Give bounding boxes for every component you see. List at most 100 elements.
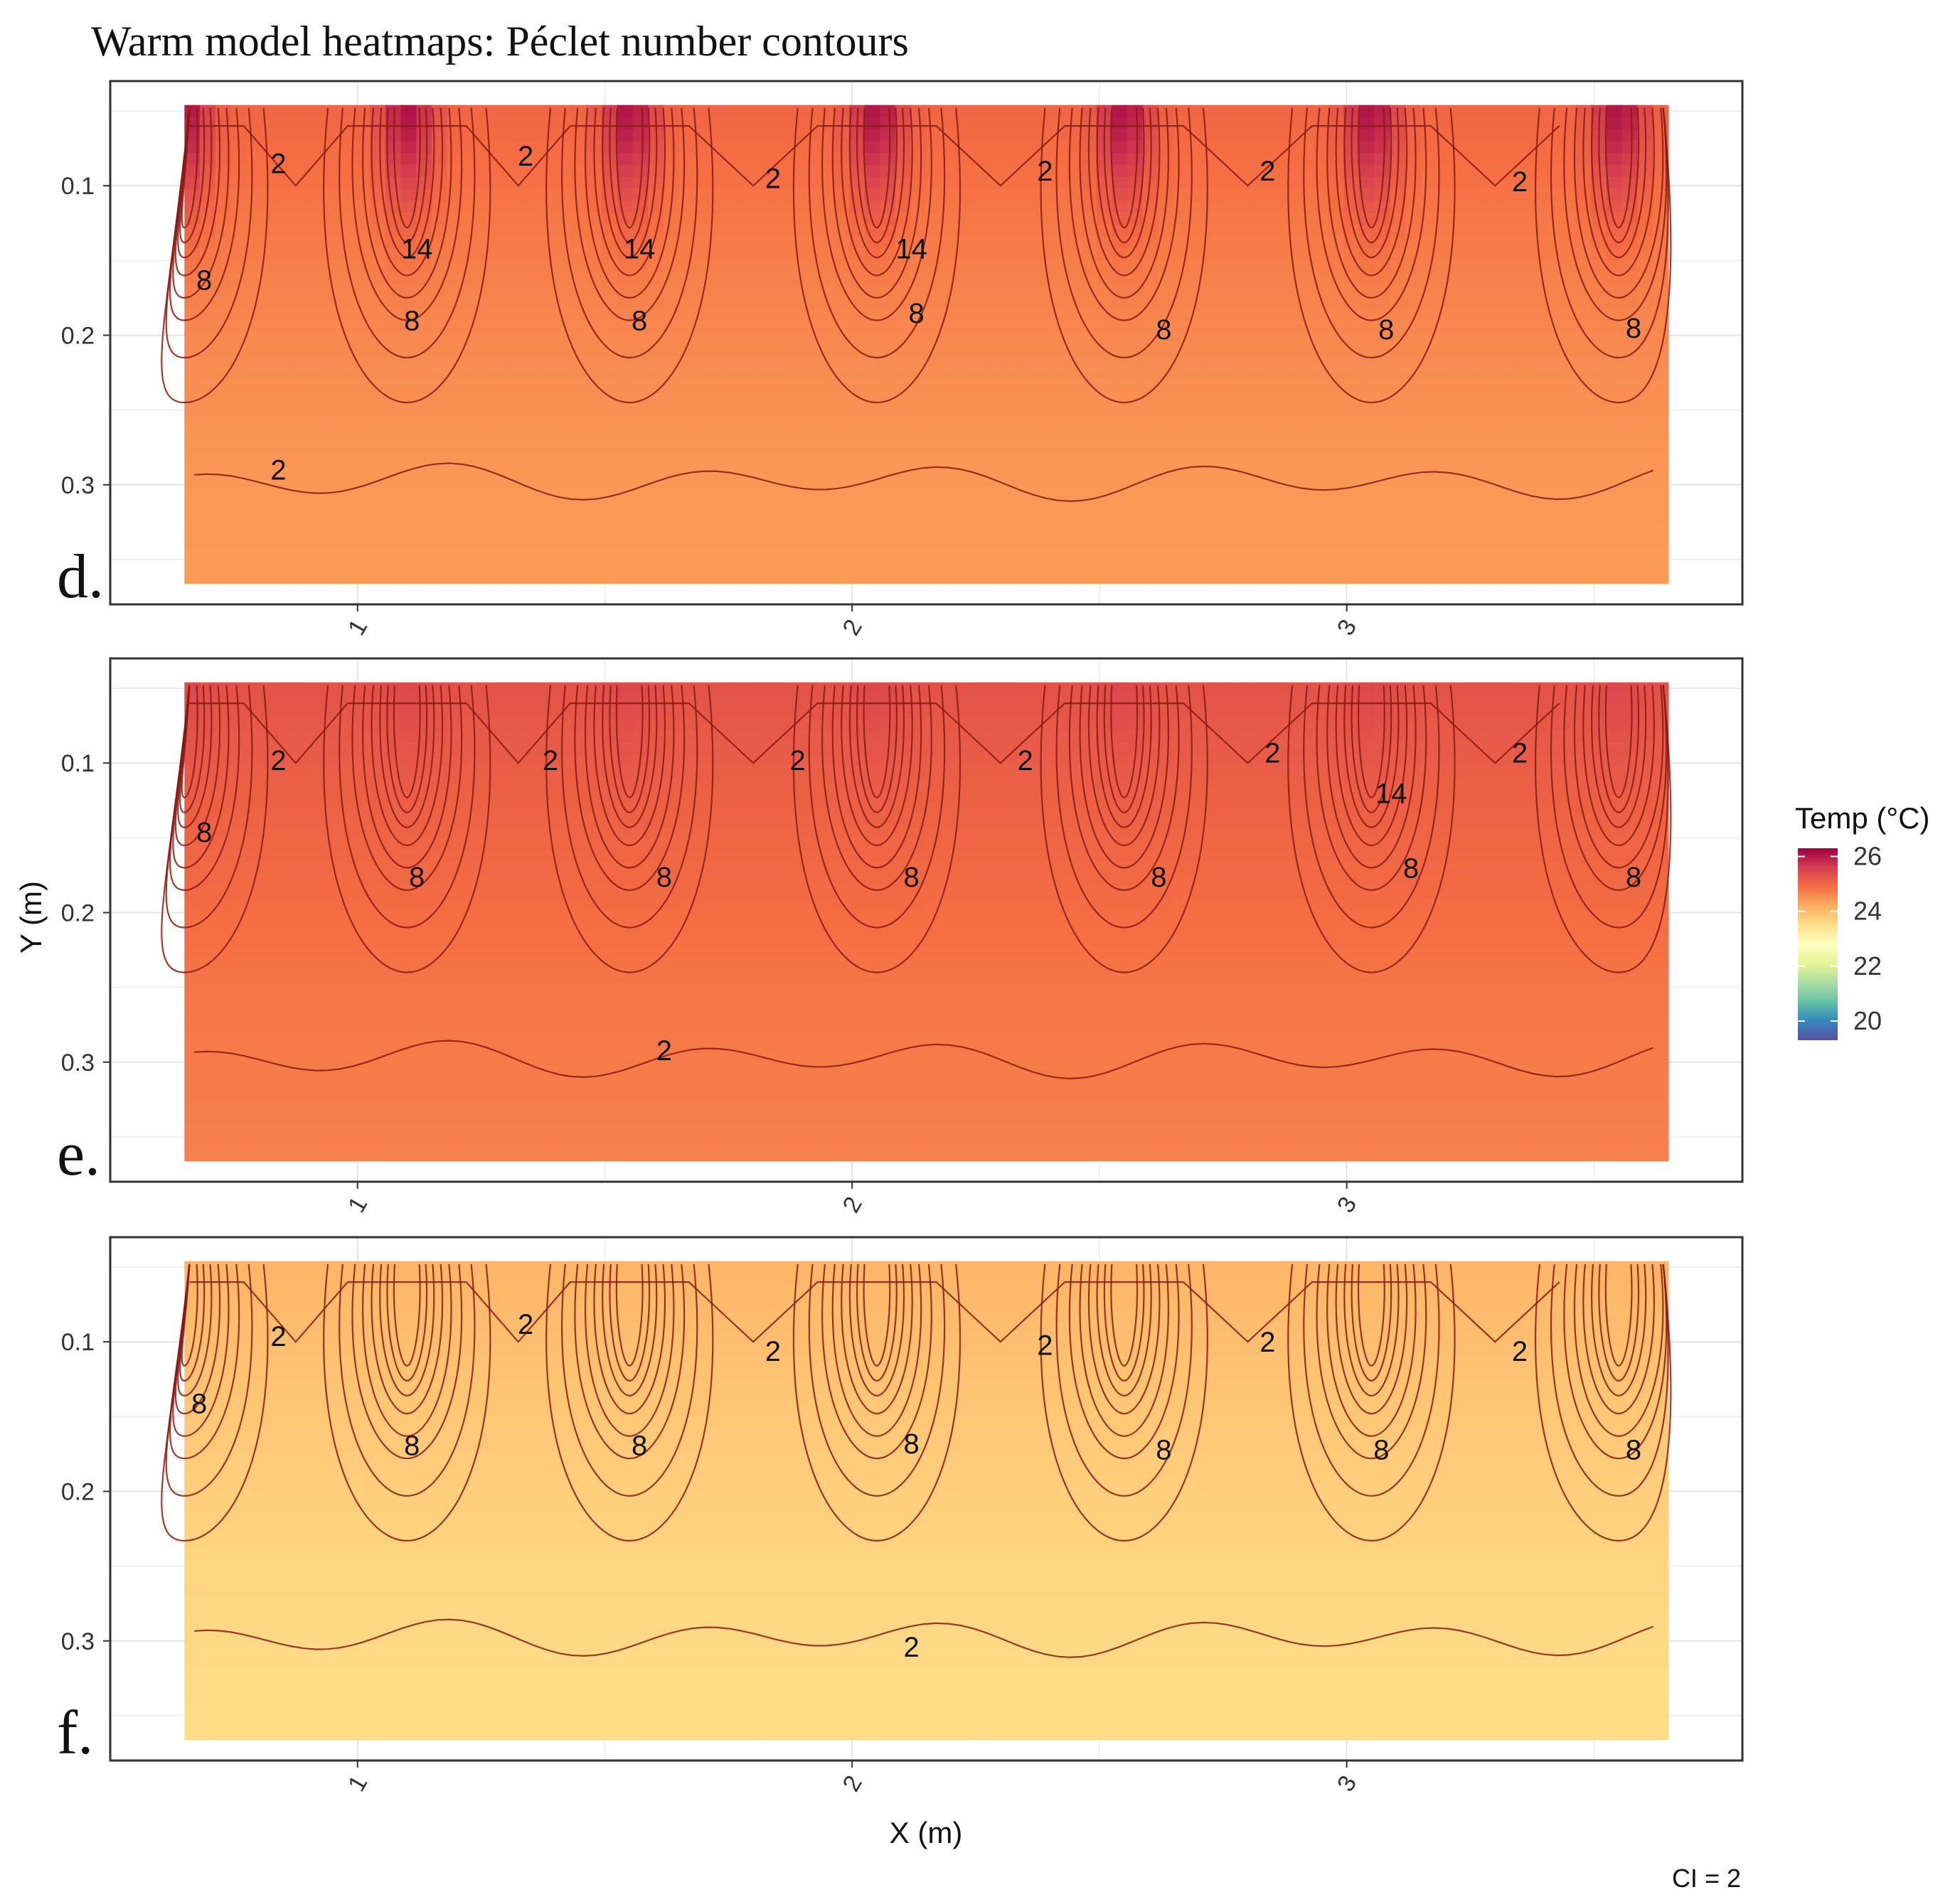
heat-tile — [602, 427, 618, 441]
heat-tile — [570, 778, 587, 791]
heat-tile — [400, 129, 417, 141]
heat-tile — [1591, 547, 1607, 560]
heat-tile — [1050, 308, 1066, 321]
contour-plume — [1550, 107, 1669, 359]
heat-tile — [1359, 368, 1375, 381]
heat-tile — [632, 464, 649, 476]
heat-tile — [1282, 427, 1298, 441]
heat-tile — [292, 392, 309, 405]
heat-tile — [261, 993, 278, 1006]
heat-tile — [354, 1029, 371, 1042]
heat-tile — [570, 826, 587, 839]
heat-tile — [632, 559, 649, 572]
heat-tile — [1204, 464, 1221, 476]
heat-tile — [261, 718, 278, 731]
heat-tile — [1405, 559, 1422, 572]
heat-tile — [1204, 499, 1221, 513]
heat-tile — [1343, 416, 1360, 429]
heat-tile — [555, 320, 572, 333]
heat-tile — [493, 416, 510, 429]
heat-tile — [308, 332, 324, 345]
heat-tile — [184, 487, 201, 501]
heat-tile — [1158, 356, 1175, 369]
heat-tile — [385, 742, 402, 755]
heat-tile — [1498, 272, 1515, 285]
heat-tile — [462, 380, 479, 393]
heat-tile — [1374, 356, 1391, 369]
heat-tile — [880, 464, 896, 476]
heat-tile — [1220, 105, 1236, 118]
heat-tile — [1034, 176, 1051, 190]
heat-tile — [524, 921, 540, 934]
heat-tile — [1467, 260, 1484, 273]
heat-tile — [200, 1029, 216, 1042]
heat-tile — [772, 141, 788, 154]
heat-tile — [215, 332, 232, 345]
heat-tile — [524, 957, 540, 971]
heat-tile — [787, 464, 804, 476]
heat-tile — [323, 332, 340, 345]
heat-tile — [617, 464, 634, 476]
heat-tile — [246, 1089, 262, 1102]
heat-tile — [1173, 224, 1190, 237]
heat-tile — [802, 571, 819, 584]
heat-tile — [617, 284, 634, 297]
heat-tile — [308, 850, 324, 862]
heat-tile — [447, 260, 464, 273]
heat-tile — [1606, 416, 1623, 429]
heat-tile — [1065, 464, 1082, 476]
heat-tile — [1266, 105, 1283, 118]
heat-tile — [339, 296, 356, 309]
heat-tile — [1188, 487, 1205, 501]
heat-tile — [1513, 176, 1530, 190]
heat-tile — [524, 427, 540, 441]
heat-tile — [308, 535, 324, 548]
heat-tile — [632, 499, 649, 513]
heat-tile — [308, 682, 324, 695]
heat-tile — [1606, 296, 1623, 309]
heat-tile — [1312, 236, 1329, 250]
heat-tile — [1652, 176, 1669, 190]
heat-tile — [540, 176, 556, 190]
heat-tile — [339, 897, 356, 911]
heat-tile — [1560, 260, 1577, 273]
heat-tile — [246, 452, 262, 465]
heat-tile — [508, 1041, 526, 1054]
heat-tile — [586, 559, 602, 572]
heat-tile — [895, 535, 912, 548]
heat-tile — [1080, 188, 1097, 202]
heat-tile — [1652, 535, 1669, 548]
heat-tile — [1112, 188, 1128, 202]
heat-tile — [664, 284, 680, 297]
panel-border — [109, 80, 1744, 606]
heat-tile — [694, 224, 711, 237]
heat-tile — [1529, 392, 1545, 405]
heat-tile — [215, 452, 232, 465]
contour-lines — [161, 107, 1672, 503]
heat-tile — [200, 933, 216, 946]
heat-tile — [1003, 117, 1020, 130]
heat-tile — [1220, 332, 1236, 345]
heat-tile — [261, 511, 278, 525]
heat-tile — [1328, 392, 1345, 405]
heat-tile — [756, 284, 772, 297]
heat-tile — [833, 404, 850, 417]
heat-tile — [1482, 559, 1499, 572]
heat-tile — [323, 380, 340, 393]
heat-tile — [478, 260, 494, 273]
heat-tile — [1606, 452, 1623, 465]
heat-tile — [524, 308, 540, 321]
heat-tile — [478, 188, 494, 202]
heat-tile — [1034, 152, 1051, 166]
heat-tile — [1652, 380, 1669, 393]
heat-tile — [323, 487, 340, 501]
heat-tile — [184, 1101, 201, 1114]
heat-tile — [508, 368, 526, 381]
heat-tile — [308, 1053, 324, 1066]
heat-tile — [617, 141, 634, 154]
heat-tile — [277, 1125, 294, 1138]
heat-tile — [1204, 452, 1221, 465]
heat-tile — [323, 547, 340, 560]
heat-tile — [1250, 380, 1267, 393]
heat-tile — [1142, 464, 1159, 476]
